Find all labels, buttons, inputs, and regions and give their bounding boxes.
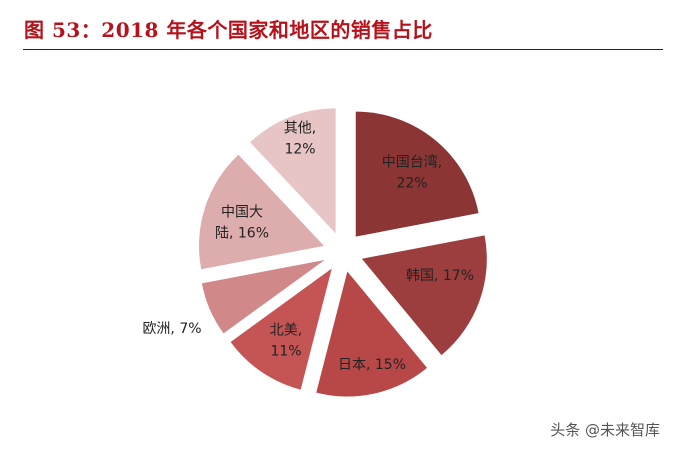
- slice-label-7: 其他, 12%: [284, 121, 316, 158]
- pie-slice-1: [355, 111, 479, 237]
- slice-label-6: 中国大陆, 16%: [215, 205, 269, 242]
- slice-label-5: 欧洲, 7%: [142, 321, 201, 337]
- slice-label-4: 北美, 11%: [270, 323, 302, 360]
- watermark: 头条 @未来智库: [550, 421, 660, 439]
- slice-label-3: 日本, 15%: [338, 357, 406, 373]
- chart-title: 图 53：2018 年各个国家和地区的销售占比: [24, 18, 433, 42]
- title-divider: [23, 49, 663, 50]
- pie-slice-2: [361, 235, 487, 356]
- pie-slice-7: [250, 108, 336, 234]
- slice-label-2: 韩国, 17%: [406, 268, 474, 284]
- pie-slice-6: [198, 154, 324, 270]
- pie-slice-5: [201, 259, 325, 334]
- pie-slice-3: [316, 271, 428, 397]
- slice-label-1: 中国台湾, 22%: [382, 154, 442, 192]
- pie-slice-4: [230, 268, 332, 390]
